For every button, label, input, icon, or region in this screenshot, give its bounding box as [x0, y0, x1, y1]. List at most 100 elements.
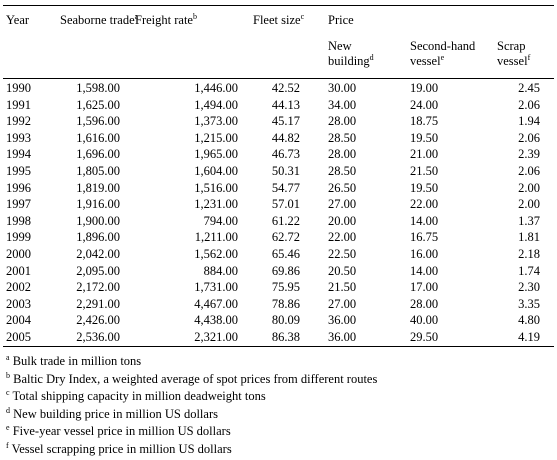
column-note: e — [440, 53, 445, 62]
column-header: Seaborne tradea — [60, 13, 138, 28]
year-cell: 1997 — [6, 197, 31, 212]
value-cell: 28.00 — [328, 114, 357, 129]
header-rule — [3, 78, 554, 79]
value-cell: 2,291.00 — [76, 296, 120, 311]
value-cell: 28.50 — [328, 164, 357, 178]
value-cell: 1.94 — [518, 114, 540, 129]
value-cell: 14.00 — [410, 263, 439, 278]
value-cell: 1,819.00 — [76, 180, 120, 195]
value-cell: 50.31 — [271, 164, 300, 178]
value-cell: 884.00 — [203, 263, 238, 278]
column-label: Freight rate — [135, 13, 193, 27]
footnote-mark: f — [6, 441, 9, 450]
footnote: e Five-year vessel price in million US d… — [6, 424, 231, 439]
value-cell: 36.00 — [328, 330, 357, 344]
value-cell: 44.82 — [271, 130, 300, 145]
value-cell: 20.50 — [328, 263, 357, 278]
value-cell: 2,095.00 — [76, 263, 120, 278]
year-cell: 2005 — [6, 330, 31, 344]
value-cell: 19.50 — [410, 130, 439, 145]
value-cell: 86.38 — [271, 330, 300, 344]
column-note: d — [369, 53, 374, 62]
value-cell: 2.00 — [518, 197, 540, 212]
footnote-text: Bulk trade in million tons — [12, 354, 142, 368]
value-cell: 30.00 — [328, 81, 357, 95]
value-cell: 2,172.00 — [76, 280, 120, 295]
year-cell: 1994 — [6, 147, 31, 162]
value-cell: 21.00 — [410, 147, 439, 162]
year-cell: 2002 — [6, 280, 31, 295]
value-cell: 1,900.00 — [76, 213, 120, 228]
value-cell: 1.37 — [518, 213, 540, 228]
value-cell: 2.06 — [518, 130, 540, 145]
footnote-text: Five-year vessel price in million US dol… — [12, 424, 231, 439]
value-cell: 44.13 — [271, 97, 300, 112]
value-cell: 19.00 — [410, 81, 439, 95]
footnote-text: New building price in million US dollars — [13, 406, 218, 421]
value-cell: 1,373.00 — [194, 114, 238, 129]
value-cell: 69.86 — [271, 263, 300, 278]
footnote-mark: e — [6, 423, 10, 433]
value-cell: 14.00 — [410, 213, 439, 228]
year-cell: 1996 — [6, 180, 31, 195]
column-header: New buildingd — [328, 39, 378, 69]
value-cell: 61.22 — [271, 213, 300, 228]
value-cell: 57.01 — [271, 197, 300, 212]
column-note: b — [192, 12, 197, 21]
value-cell: 1,215.00 — [194, 130, 238, 145]
footnote-mark: b — [6, 370, 10, 380]
value-cell: 1,696.00 — [76, 147, 120, 162]
value-cell: 42.52 — [271, 81, 300, 95]
footnote-mark: d — [6, 405, 10, 415]
year-cell: 2003 — [6, 296, 31, 311]
column-header: Second-hand vessele — [410, 39, 482, 69]
value-cell: 1,625.00 — [76, 97, 120, 112]
value-cell: 65.46 — [271, 247, 300, 261]
value-cell: 2,042.00 — [76, 247, 120, 261]
value-cell: 29.50 — [410, 330, 439, 344]
value-cell: 28.00 — [328, 147, 357, 162]
value-cell: 27.00 — [328, 296, 357, 311]
value-cell: 1,731.00 — [194, 280, 238, 295]
value-cell: 34.00 — [328, 97, 357, 112]
value-cell: 1,494.00 — [194, 97, 238, 112]
value-cell: 18.75 — [410, 114, 439, 129]
value-cell: 794.00 — [203, 213, 238, 228]
value-cell: 46.73 — [271, 147, 300, 162]
column-header: Freight rateb — [135, 13, 197, 28]
value-cell: 1,596.00 — [76, 114, 120, 129]
value-cell: 20.00 — [328, 213, 357, 228]
column-label: Second-hand vessel — [410, 39, 476, 68]
value-cell: 2.39 — [518, 147, 540, 162]
footnote-text: Total shipping capacity in million deadw… — [12, 389, 266, 404]
value-cell: 19.50 — [410, 180, 439, 195]
value-cell: 1,516.00 — [194, 180, 238, 195]
value-cell: 45.17 — [271, 114, 300, 129]
value-cell: 16.75 — [410, 230, 439, 245]
footnote-text: Baltic Dry Index, a weighted average of … — [13, 371, 378, 386]
value-cell: 1,211.00 — [194, 230, 238, 245]
year-cell: 1990 — [6, 81, 31, 95]
value-cell: 2,321.00 — [194, 330, 238, 344]
value-cell: 36.00 — [328, 313, 357, 328]
value-cell: 1,916.00 — [76, 197, 120, 212]
footnote-mark: a — [6, 353, 10, 362]
value-cell: 2,536.00 — [76, 330, 120, 344]
column-header: Year — [6, 13, 29, 28]
footnote: b Baltic Dry Index, a weighted average o… — [6, 370, 378, 387]
year-cell: 1993 — [6, 130, 31, 145]
value-cell: 2.18 — [518, 247, 540, 261]
year-cell: 2004 — [6, 313, 31, 328]
value-cell: 21.50 — [410, 164, 439, 178]
value-cell: 2.30 — [518, 280, 540, 295]
value-cell: 3.35 — [518, 296, 540, 311]
value-cell: 54.77 — [271, 180, 300, 195]
footnote-mark: c — [6, 388, 10, 398]
column-label: New building — [328, 39, 370, 68]
value-cell: 1,604.00 — [194, 164, 238, 178]
column-note: a — [134, 12, 139, 21]
top-rule — [3, 5, 554, 6]
value-cell: 1,805.00 — [76, 164, 120, 178]
value-cell: 40.00 — [410, 313, 439, 328]
